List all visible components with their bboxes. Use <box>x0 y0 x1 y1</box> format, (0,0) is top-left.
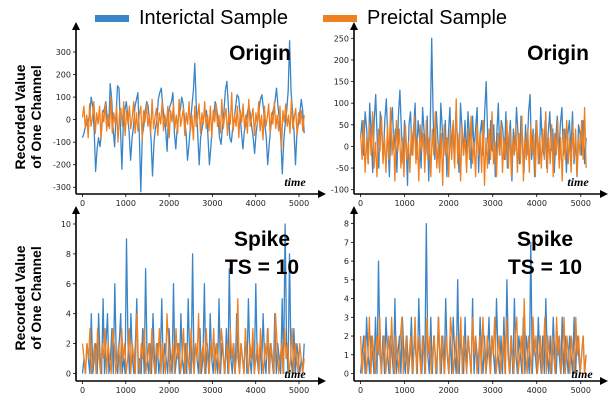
x-tick-label-5000-panel-4: 5000 <box>571 386 591 395</box>
x-tick-label-1000-panel-4: 1000 <box>394 386 414 395</box>
legend-item-preictal: Preictal Sample <box>323 4 507 32</box>
y-tick-label-6-panel-3: 6 <box>66 280 71 289</box>
x-axis-label-time-panel-1: time <box>284 175 306 189</box>
legend: Interictal Sample Preictal Sample <box>0 0 611 36</box>
y-tick-label--50-panel-2: -50 <box>336 164 349 173</box>
x-tick-label-4000-panel-1: 4000 <box>246 199 266 208</box>
chart-panel-4: 0 1000 2000 3000 4000 5000 0 1 2 3 4 5 6 7 8 Spike TS = … <box>344 206 608 395</box>
x-tick-label-3000-panel-4: 3000 <box>483 386 503 395</box>
y-tick-label-3-panel-4: 3 <box>344 313 349 322</box>
panel-title-line-2-panel-3: TS = 10 <box>225 256 299 279</box>
y-axis-arrow-panel-4 <box>350 206 358 214</box>
x-tick-label-0-panel-4: 0 <box>358 386 363 395</box>
y-tick-label-2-panel-4: 2 <box>344 332 349 341</box>
x-tick-label-0-panel-2: 0 <box>358 199 363 208</box>
series-line-preictal-panel-3 <box>81 298 305 375</box>
x-axis-label-time-panel-4: time <box>571 367 593 381</box>
x-axis-arrow-panel-4 <box>600 377 608 385</box>
y-axis-arrow-panel-3 <box>72 206 80 214</box>
y-tick-label-4-panel-3: 4 <box>66 310 71 319</box>
y-tick-label-0-panel-3: 0 <box>66 370 71 379</box>
x-tick-label-3000-panel-2: 3000 <box>483 199 503 208</box>
legend-swatch-interictal <box>95 14 129 22</box>
series-line-interictal-panel-2 <box>359 37 587 187</box>
x-axis-arrow-panel-2 <box>600 190 608 198</box>
y-tick-label-200-panel-2: 200 <box>334 56 349 65</box>
y-tick-label-250-panel-2: 250 <box>334 34 349 43</box>
x-tick-label-1000-panel-2: 1000 <box>394 199 414 208</box>
x-tick-label-1000-panel-1: 1000 <box>116 199 136 208</box>
panel-title-line-2-panel-4: TS = 10 <box>508 256 582 279</box>
legend-label-preictal: Preictal Sample <box>367 6 508 29</box>
x-tick-label-5000-panel-1: 5000 <box>289 199 309 208</box>
x-axis-label-time-panel-3: time <box>284 367 306 381</box>
y-tick-label-300-panel-1: 300 <box>56 48 71 57</box>
y-tick-label-0-panel-2: 0 <box>344 142 349 151</box>
panel-title-line-1-panel-1: Origin <box>229 42 291 65</box>
y-tick-label-7-panel-4: 7 <box>344 238 349 247</box>
y-tick-label-150-panel-2: 150 <box>334 78 349 87</box>
y-tick-label-2-panel-3: 2 <box>66 340 71 349</box>
y-tick-label-6-panel-4: 6 <box>344 257 349 266</box>
y-tick-label-4-panel-4: 4 <box>344 295 349 304</box>
y-tick-label--200-panel-1: -200 <box>53 161 71 170</box>
x-tick-label-3000-panel-1: 3000 <box>202 199 222 208</box>
y-tick-label-10-panel-3: 10 <box>61 220 71 229</box>
panel-title-line-1-panel-2: Origin <box>527 42 589 65</box>
chart-panel-2: 0 1000 2000 3000 4000 5000 -100 -50 0 50 100 150 200… <box>331 22 608 208</box>
series-line-preictal-panel-4 <box>359 297 587 375</box>
y-tick-label-8-panel-3: 8 <box>66 250 71 259</box>
legend-label-interictal: Interictal Sample <box>139 6 288 29</box>
x-tick-label-4000-panel-4: 4000 <box>527 386 547 395</box>
series-line-preictal-panel-1 <box>81 91 305 150</box>
x-axis-arrow-panel-1 <box>318 190 326 198</box>
x-axis-label-time-panel-2: time <box>567 175 589 189</box>
chart-panel-3: 0 1000 2000 3000 4000 5000 0 2 4 6 8 10 Spike TS = 10… <box>61 206 326 395</box>
x-tick-label-4000-panel-2: 4000 <box>527 199 547 208</box>
series-line-preictal-panel-2 <box>359 98 587 187</box>
panel-title-line-1-panel-3: Spike <box>234 228 290 251</box>
y-axis-arrow-panel-1 <box>72 22 80 30</box>
y-tick-label-5-panel-4: 5 <box>344 276 349 285</box>
y-tick-label--100-panel-1: -100 <box>53 138 71 147</box>
x-tick-label-3000-panel-3: 3000 <box>202 386 222 395</box>
y-tick-label-0-panel-1: 0 <box>66 116 71 125</box>
y-axis-arrow-panel-2 <box>350 22 358 30</box>
y-tick-label-1-panel-4: 1 <box>344 351 349 360</box>
x-tick-label-5000-panel-3: 5000 <box>289 386 309 395</box>
y-tick-label-8-panel-4: 8 <box>344 220 349 229</box>
x-tick-label-4000-panel-3: 4000 <box>246 386 266 395</box>
x-tick-label-1000-panel-3: 1000 <box>116 386 136 395</box>
x-tick-label-2000-panel-1: 2000 <box>159 199 179 208</box>
chart-panel-1: 0 1000 2000 3000 4000 5000 -300 -200 -100 0 100 200… <box>53 22 326 208</box>
y-tick-label--300-panel-1: -300 <box>53 183 71 192</box>
y-tick-label-0-panel-4: 0 <box>344 370 349 379</box>
legend-item-interictal: Interictal Sample <box>95 4 288 32</box>
panel-title-line-1-panel-4: Spike <box>517 228 573 251</box>
x-tick-label-2000-panel-2: 2000 <box>438 199 458 208</box>
y-tick-label-100-panel-1: 100 <box>56 93 71 102</box>
y-tick-label-100-panel-2: 100 <box>334 99 349 108</box>
x-axis-arrow-panel-3 <box>318 377 326 385</box>
series-line-interictal-panel-1 <box>81 40 305 193</box>
y-tick-label-200-panel-1: 200 <box>56 71 71 80</box>
y-tick-label--100-panel-2: -100 <box>331 186 349 195</box>
y-tick-label-50-panel-2: 50 <box>339 121 349 130</box>
x-tick-label-5000-panel-2: 5000 <box>571 199 591 208</box>
x-tick-label-2000-panel-4: 2000 <box>438 386 458 395</box>
x-tick-label-0-panel-1: 0 <box>80 199 85 208</box>
x-tick-label-2000-panel-3: 2000 <box>159 386 179 395</box>
legend-swatch-preictal <box>323 14 357 22</box>
x-tick-label-0-panel-3: 0 <box>80 386 85 395</box>
